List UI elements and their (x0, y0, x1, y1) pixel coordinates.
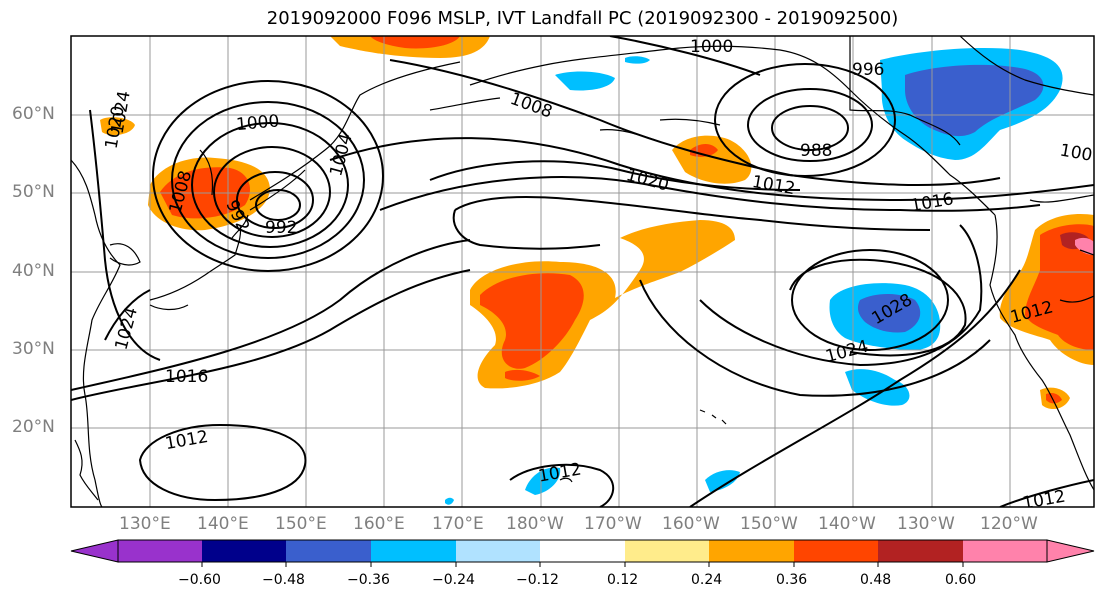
contour-label: 100 (1058, 141, 1093, 166)
contour-label: 1020 (624, 165, 671, 196)
lon-label: 140°E (197, 514, 249, 534)
colorbar-tick-label: −0.12 (516, 572, 559, 588)
colorbar-tick-label: 0.48 (860, 572, 892, 588)
lat-label: 30°N (12, 339, 55, 359)
lon-label: 170°W (584, 514, 642, 534)
colorbar-tick-label: 0.24 (691, 572, 723, 588)
contour-label: 1012 (164, 427, 210, 454)
lon-label: 140°W (818, 514, 876, 534)
contour-label: 1012 (537, 459, 583, 486)
contour-label: 1016 (165, 367, 208, 387)
lon-label: 150°W (740, 514, 798, 534)
lon-label: 150°E (275, 514, 327, 534)
ivt-shading (100, 36, 1094, 505)
map-frame (70, 35, 1095, 508)
lon-label: 180°W (506, 514, 564, 534)
contour-label: 1000 (690, 37, 733, 57)
lon-label: 160°E (353, 514, 405, 534)
lon-label: 160°W (662, 514, 720, 534)
contour-label: 1004 (326, 131, 357, 178)
contour-label: 1000 (235, 111, 280, 135)
colorbar-tick-label: 0.60 (945, 572, 977, 588)
contour-label: 1024 (824, 337, 871, 368)
colorbar-tick-label: 0.36 (776, 572, 808, 588)
coastlines (71, 36, 1094, 507)
map-panel: 1000 996 992 988 1004 1008 1012 1016 102… (71, 36, 1094, 514)
lon-label: 130°E (119, 514, 171, 534)
colorbar (70, 539, 1095, 567)
contour-label: 988 (800, 141, 832, 161)
mslp-contours (71, 36, 1094, 507)
lat-label: 40°N (12, 261, 55, 281)
colorbar-tick-label: −0.60 (178, 572, 221, 588)
lat-label: 20°N (12, 417, 55, 437)
colorbar-tick-label: −0.48 (262, 572, 305, 588)
lon-label: 120°W (980, 514, 1038, 534)
lon-label: 130°W (897, 514, 955, 534)
colorbar-tick-label: −0.24 (432, 572, 475, 588)
contour-label: 1012 (1021, 487, 1067, 514)
map-title: 2019092000 F096 MSLP, IVT Landfall PC (2… (266, 8, 899, 29)
colorbar-tick-label: −0.36 (347, 572, 390, 588)
lon-label: 170°E (432, 514, 484, 534)
colorbar-tick-label: 0.12 (607, 572, 639, 588)
contour-label: 1008 (507, 89, 554, 123)
lat-label: 60°N (12, 104, 55, 124)
contour-label: 992 (265, 218, 297, 238)
lat-label: 50°N (12, 182, 55, 202)
contour-label: 996 (852, 60, 884, 80)
